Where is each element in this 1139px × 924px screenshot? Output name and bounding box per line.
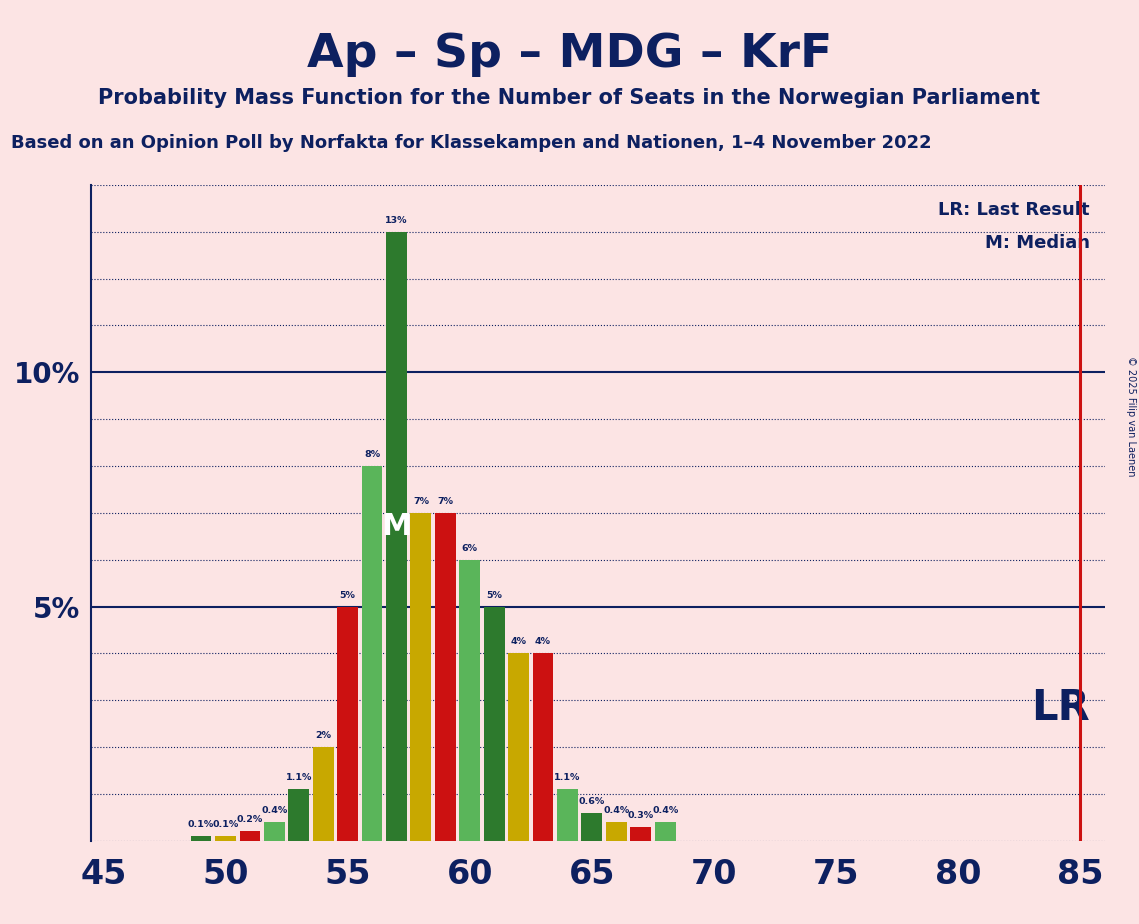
Text: LR: Last Result: LR: Last Result [939, 201, 1090, 219]
Text: 0.1%: 0.1% [188, 821, 214, 829]
Text: 5%: 5% [339, 590, 355, 600]
Text: 4%: 4% [535, 638, 551, 647]
Text: © 2025 Filip van Laenen: © 2025 Filip van Laenen [1125, 356, 1136, 476]
Bar [630, 827, 652, 841]
Bar [239, 832, 261, 841]
Text: 0.6%: 0.6% [579, 796, 605, 806]
Text: Based on an Opinion Poll by Norfakta for Klassekampen and Nationen, 1–4 November: Based on an Opinion Poll by Norfakta for… [11, 134, 932, 152]
Text: 0.4%: 0.4% [261, 806, 287, 815]
Text: 5%: 5% [486, 590, 502, 600]
Text: 13%: 13% [385, 215, 408, 225]
Text: 0.2%: 0.2% [237, 816, 263, 824]
Text: 7%: 7% [412, 497, 429, 505]
Bar [386, 232, 407, 841]
Text: 0.1%: 0.1% [212, 821, 238, 829]
Bar [313, 748, 334, 841]
Bar [362, 466, 383, 841]
Text: M: M [382, 513, 411, 541]
Bar [459, 560, 481, 841]
Bar [410, 513, 432, 841]
Text: LR: LR [1031, 687, 1090, 729]
Text: 7%: 7% [437, 497, 453, 505]
Text: 2%: 2% [316, 731, 331, 740]
Text: Probability Mass Function for the Number of Seats in the Norwegian Parliament: Probability Mass Function for the Number… [98, 88, 1041, 108]
Text: 0.4%: 0.4% [652, 806, 678, 815]
Bar [655, 822, 675, 841]
Bar [557, 789, 577, 841]
Bar [337, 606, 358, 841]
Bar [288, 789, 309, 841]
Bar [435, 513, 456, 841]
Text: 4%: 4% [510, 638, 526, 647]
Bar [606, 822, 626, 841]
Bar [582, 813, 603, 841]
Text: Ap – Sp – MDG – KrF: Ap – Sp – MDG – KrF [306, 32, 833, 78]
Text: 1.1%: 1.1% [555, 773, 581, 783]
Bar [484, 606, 505, 841]
Text: 0.3%: 0.3% [628, 810, 654, 820]
Text: 0.4%: 0.4% [604, 806, 630, 815]
Bar [190, 836, 212, 841]
Text: 8%: 8% [364, 450, 380, 459]
Bar [264, 822, 285, 841]
Bar [533, 653, 554, 841]
Text: 6%: 6% [461, 543, 477, 553]
Text: 1.1%: 1.1% [286, 773, 312, 783]
Bar [508, 653, 528, 841]
Bar [215, 836, 236, 841]
Text: M: Median: M: Median [984, 234, 1090, 252]
